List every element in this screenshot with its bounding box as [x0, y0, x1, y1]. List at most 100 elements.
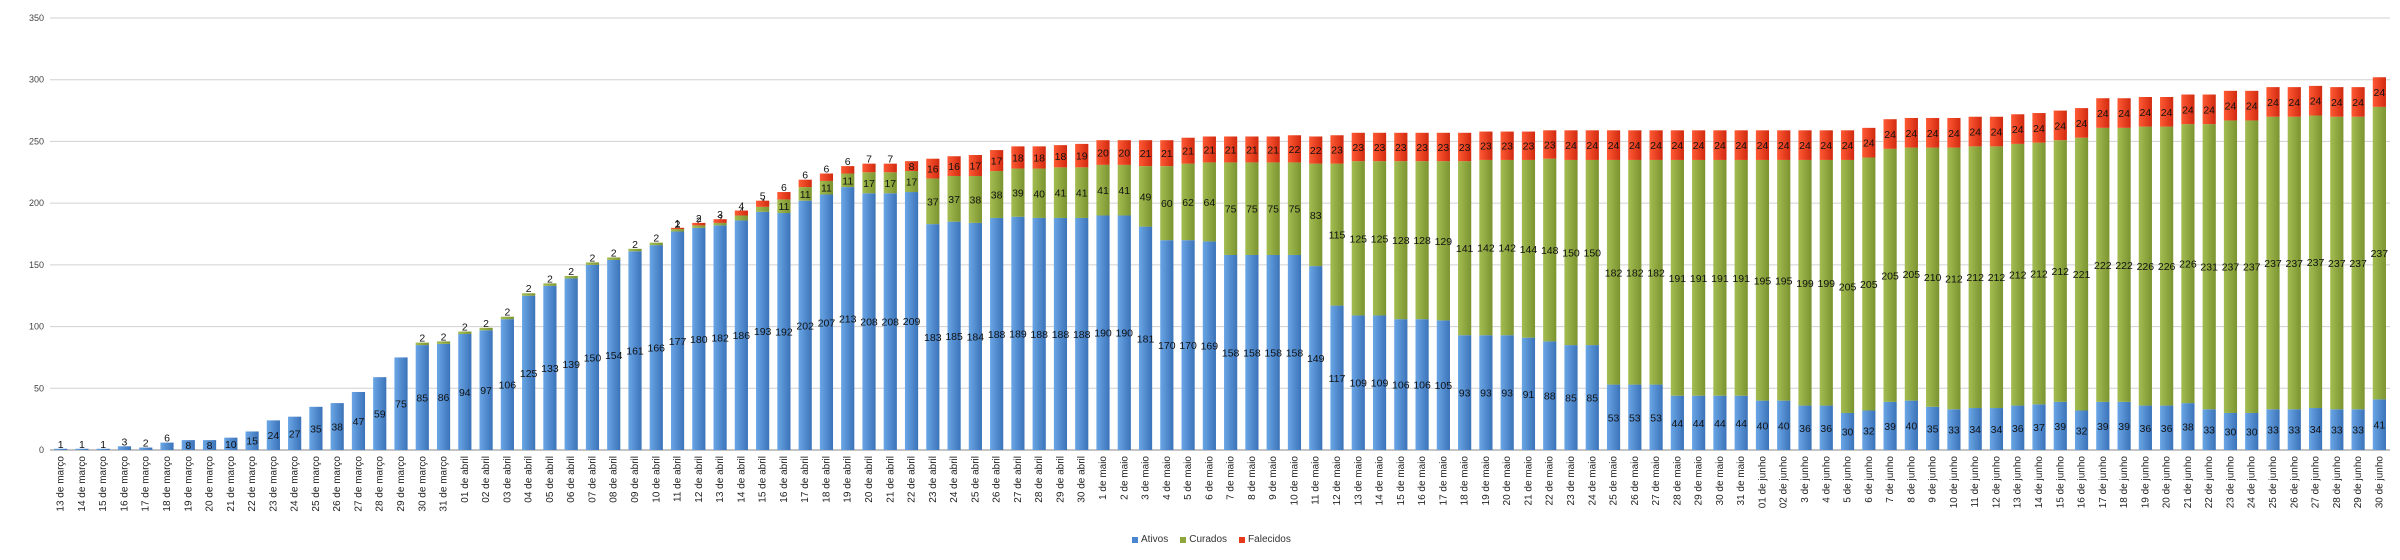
bar-curados	[990, 171, 1004, 218]
data-label-ativos: 35	[310, 423, 322, 435]
x-tick-label: 30 de março	[417, 456, 428, 512]
data-label-ativos: 38	[2182, 422, 2194, 434]
x-tick-label: 18 de abril	[821, 456, 832, 503]
data-label-ativos: 30	[2246, 426, 2258, 438]
data-label-ativos: 36	[2161, 423, 2173, 435]
x-tick-label: 24 de junho	[2247, 456, 2258, 509]
bar-ativos	[1458, 335, 1472, 450]
bar-falecidos	[2287, 87, 2301, 117]
x-tick-label: 20 de maio	[1502, 456, 1513, 506]
data-label-ativos: 10	[225, 439, 237, 451]
bar-ativos	[1181, 240, 1195, 450]
bar-ativos	[1926, 406, 1940, 450]
x-tick-label: 26 de junho	[2289, 456, 2300, 509]
data-label-curados: 2	[611, 247, 617, 259]
data-label-curados: 237	[2349, 258, 2367, 270]
data-label-curados: 11	[821, 183, 832, 195]
bar-ativos	[1032, 217, 1046, 450]
data-label-falecidos: 24	[2076, 118, 2088, 130]
x-tick-label: 27 de junho	[2311, 456, 2322, 509]
data-label-curados: 41	[1118, 185, 1130, 197]
data-label-ativos: 36	[1799, 423, 1811, 435]
data-label-ativos: 190	[1116, 328, 1134, 340]
bar-falecidos	[1011, 146, 1025, 169]
bar-falecidos	[862, 163, 876, 173]
data-label-ativos: 34	[2310, 424, 2322, 436]
data-label-ativos: 41	[2374, 420, 2386, 432]
bar-curados	[1585, 159, 1599, 346]
bar-ativos	[1777, 400, 1791, 450]
data-label-curados: 128	[1413, 235, 1431, 247]
bar-ativos	[2032, 404, 2046, 450]
bar-curados	[1500, 159, 1514, 336]
data-label-curados: 144	[1520, 244, 1538, 256]
data-label-ativos: 30	[1842, 426, 1854, 438]
data-label-curados: 191	[1690, 273, 1708, 285]
data-label-falecidos: 1	[675, 218, 681, 230]
bar-ativos	[181, 440, 195, 450]
bar-curados	[436, 341, 451, 344]
bar-ativos	[756, 211, 770, 450]
x-tick-label: 3 de junho	[1800, 456, 1811, 503]
bar-ativos	[1096, 215, 1110, 450]
data-label-ativos: 44	[1735, 418, 1747, 430]
data-label-falecidos: 16	[948, 161, 960, 173]
bar-falecidos	[1415, 132, 1429, 162]
data-label-falecidos: 20	[1118, 148, 1130, 160]
data-label-curados: 231	[2200, 262, 2218, 274]
data-label-ativos: 53	[1650, 412, 1662, 424]
bar-ativos	[1500, 335, 1514, 450]
data-label-ativos: 39	[2097, 421, 2109, 433]
bar-falecidos	[1309, 136, 1323, 164]
x-tick-label: 4 de maio	[1162, 456, 1173, 500]
x-tick-label: 16 de abril	[779, 456, 790, 503]
bar-falecidos	[1287, 135, 1302, 163]
bar-ativos	[1564, 345, 1578, 450]
data-label-falecidos: 24	[1608, 140, 1620, 152]
data-label-curados: 212	[1966, 272, 1984, 284]
x-tick-label: 23 de abril	[928, 456, 939, 503]
data-label-falecidos: 23	[1352, 142, 1364, 154]
data-label-falecidos: 22	[1289, 144, 1301, 156]
bar-ativos	[160, 442, 174, 450]
x-tick-label: 17 de junho	[2098, 456, 2109, 509]
data-label-ativos: 3	[122, 436, 128, 448]
bar-falecidos	[2330, 87, 2344, 117]
bar-curados	[1862, 157, 1876, 411]
bar-curados	[1287, 162, 1302, 255]
data-label-ativos: 44	[1693, 418, 1705, 430]
bar-ativos	[2223, 412, 2238, 450]
data-label-ativos: 34	[1969, 424, 1981, 436]
x-tick-label: 15 de março	[98, 456, 109, 512]
data-label-falecidos: 24	[2331, 97, 2343, 109]
data-label-ativos: 15	[246, 436, 258, 448]
data-label-ativos: 188	[988, 329, 1006, 341]
x-tick-label: 25 de março	[311, 456, 322, 512]
bar-curados	[1968, 146, 1982, 409]
bar-ativos	[1117, 215, 1131, 450]
legend-label-ativos: Ativos	[1141, 534, 1169, 545]
data-label-ativos: 109	[1350, 378, 1368, 390]
data-label-curados: 38	[970, 194, 982, 206]
data-label-curados: 2	[483, 318, 489, 330]
bar-curados	[2308, 115, 2323, 409]
bar-falecidos	[1755, 130, 1770, 160]
bar-ativos	[2138, 405, 2152, 450]
data-label-falecidos: 23	[1459, 142, 1471, 154]
bar-ativos	[819, 194, 834, 450]
x-tick-label: 26 de abril	[992, 456, 1003, 503]
x-tick-label: 24 de maio	[1587, 456, 1598, 506]
bar-falecidos	[1968, 116, 1982, 147]
x-tick-label: 22 de maio	[1545, 456, 1556, 506]
bar-falecidos	[1649, 130, 1663, 160]
x-tick-label: 30 de junho	[2374, 456, 2385, 509]
data-label-ativos: 1	[79, 439, 85, 451]
bar-ativos	[1202, 241, 1216, 450]
bar-falecidos	[1904, 117, 1918, 148]
data-label-ativos: 109	[1371, 378, 1389, 390]
bar-curados	[543, 283, 557, 286]
bar-falecidos	[1798, 130, 1812, 160]
bar-falecidos	[2245, 90, 2259, 121]
bar-ativos	[1309, 266, 1323, 450]
y-tick-label: 150	[29, 260, 44, 270]
